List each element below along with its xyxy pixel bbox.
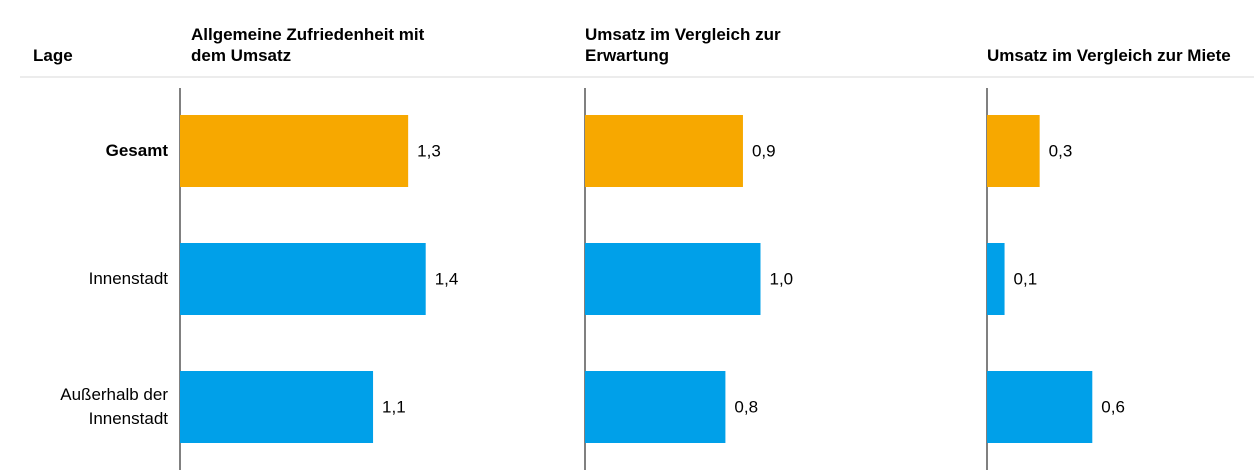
value-label: 1,1 [382, 397, 406, 416]
value-label: 0,3 [1049, 141, 1073, 160]
category-label: Außerhalb der Innenstadt [60, 385, 168, 428]
value-label: 1,4 [435, 269, 459, 288]
category-label: Innenstadt [88, 269, 168, 288]
row-header: Lage [33, 46, 73, 65]
bar [987, 243, 1005, 315]
bar [180, 371, 374, 443]
value-label: 1,3 [417, 141, 441, 160]
bar [987, 371, 1093, 443]
category-label: Gesamt [105, 141, 168, 160]
bar [585, 371, 726, 443]
bar [180, 115, 409, 187]
bar [585, 115, 743, 187]
bar [180, 243, 426, 315]
bar [987, 115, 1040, 187]
value-label: 1,0 [770, 269, 794, 288]
value-label: 0,8 [734, 397, 758, 416]
bar [585, 243, 761, 315]
panel-title: Umsatz im Vergleich zur Miete [987, 46, 1231, 65]
value-label: 0,6 [1101, 397, 1125, 416]
value-label: 0,9 [752, 141, 776, 160]
value-label: 0,1 [1014, 269, 1038, 288]
panel-title: Umsatz im Vergleich zur Erwartung [585, 25, 781, 65]
panel-title: Allgemeine Zufriedenheit mit dem Umsatz [191, 25, 425, 65]
